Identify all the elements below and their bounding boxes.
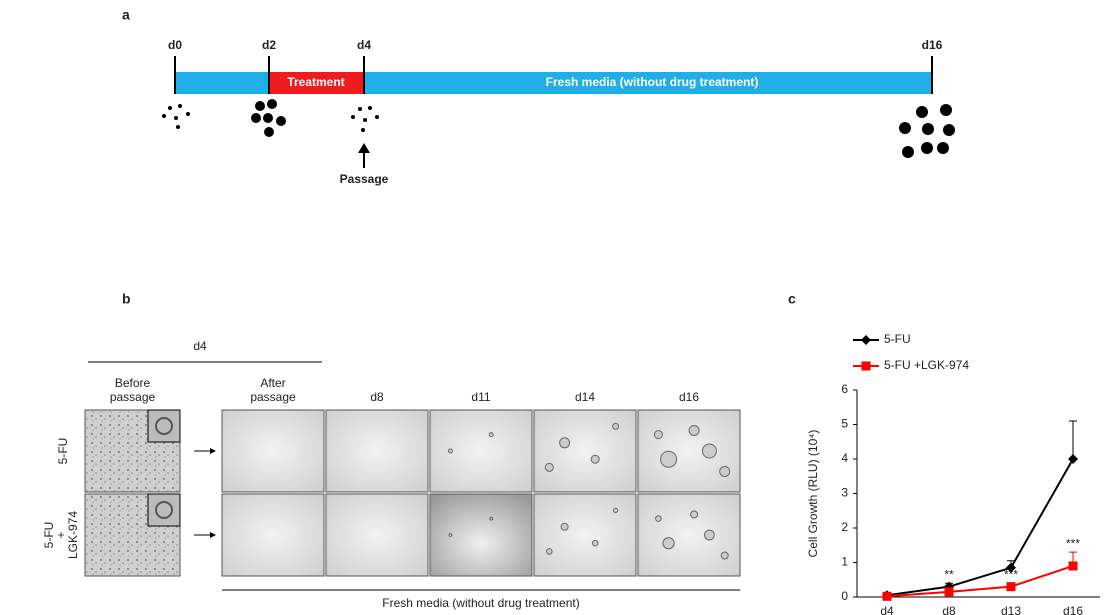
error-bar: [1069, 421, 1077, 459]
marker: [1007, 582, 1016, 591]
arrowhead: [210, 532, 216, 538]
panel-label: c: [788, 291, 796, 307]
colony: [614, 508, 618, 512]
colony: [448, 449, 452, 453]
micrograph: [222, 410, 324, 492]
colony: [591, 455, 599, 463]
colony: [592, 540, 598, 546]
micrograph: [638, 410, 740, 492]
column-header: passage: [110, 390, 156, 404]
colony: [663, 538, 674, 549]
panel-a: a d0 d2 d4 d16 Treatment Fresh media (wi…: [122, 7, 955, 186]
caption: Fresh media (without drug treatment): [382, 596, 579, 610]
micrograph: [534, 494, 636, 576]
colony: [561, 523, 568, 530]
colony: [656, 516, 662, 522]
colony: [702, 444, 716, 458]
day-label: d0: [168, 38, 182, 52]
inset: [148, 494, 180, 526]
colony: [449, 534, 452, 537]
passage-label: Passage: [340, 172, 389, 186]
colony: [613, 423, 619, 429]
colony: [689, 426, 699, 436]
micrograph: [326, 410, 428, 492]
legend-label: 5-FU +LGK-974: [884, 358, 969, 372]
colony: [721, 552, 728, 559]
micrograph: [222, 494, 324, 576]
x-tick-label: d4: [880, 604, 894, 615]
row-label: 5-FU: [56, 438, 70, 465]
day-label: d4: [357, 38, 371, 52]
marker: [883, 592, 892, 601]
micrograph: [326, 494, 428, 576]
column-header: After: [260, 376, 285, 390]
y-tick-label: 2: [841, 520, 848, 534]
colony: [661, 451, 677, 467]
y-tick-label: 6: [841, 382, 848, 396]
arrowhead: [210, 448, 216, 454]
marker: [945, 587, 954, 596]
day-label: d16: [922, 38, 943, 52]
treatment-label: Treatment: [287, 75, 344, 89]
y-tick-label: 3: [841, 486, 848, 500]
marker: [862, 362, 871, 371]
column-header: d16: [679, 390, 699, 404]
column-header: Before: [115, 376, 151, 390]
y-axis-label: Cell Growth (RLU) (10⁴): [806, 430, 820, 558]
column-header: d11: [471, 390, 490, 404]
panel-b: b d4 Fresh media (without drug treatment…: [42, 291, 740, 610]
colony: [560, 438, 570, 448]
x-tick-label: d8: [942, 604, 956, 615]
day-label: d2: [262, 38, 276, 52]
micrograph: [430, 410, 532, 492]
colony: [545, 463, 553, 471]
colony: [490, 517, 493, 520]
passage-arrowhead: [358, 143, 370, 153]
group-label: d4: [193, 339, 207, 353]
column-header: d8: [370, 390, 384, 404]
panel-label: a: [122, 7, 130, 23]
panel-label: b: [122, 291, 131, 307]
colony: [654, 431, 662, 439]
marker: [861, 335, 871, 345]
colony: [547, 549, 553, 555]
colony: [705, 530, 715, 540]
micrograph: [534, 410, 636, 492]
micrograph: [638, 494, 740, 576]
panel-c: c Cell Growth (RLU) (10⁴) 0 1 2 3 4 5 6 d4 d8 d13 d…: [788, 291, 1100, 615]
marker: [1068, 454, 1078, 464]
significance: ***: [1004, 567, 1018, 581]
page: {"panel_a": {"label": "a", "days": ["d0"…: [0, 0, 1110, 615]
figure: a d0 d2 d4 d16 Treatment Fresh media (wi…: [0, 0, 1110, 615]
cell-clusters: [162, 99, 955, 158]
inset: [148, 410, 180, 442]
column-header: d14: [575, 390, 595, 404]
micrograph: [430, 494, 532, 576]
colony: [720, 467, 730, 477]
colony: [489, 433, 493, 437]
column-header: passage: [250, 390, 296, 404]
significance: **: [944, 567, 954, 581]
y-tick-label: 5: [841, 417, 848, 431]
y-tick-label: 1: [841, 555, 848, 569]
marker: [1069, 561, 1078, 570]
row-label: LGK-974: [66, 511, 80, 559]
significance: ***: [1066, 536, 1080, 550]
x-tick-label: d13: [1001, 604, 1021, 615]
y-tick-label: 0: [841, 589, 848, 603]
colony: [691, 511, 698, 518]
y-tick-label: 4: [841, 451, 848, 465]
x-tick-label: d16: [1063, 604, 1083, 615]
legend-label: 5-FU: [884, 332, 911, 346]
fresh-media-label: Fresh media (without drug treatment): [546, 75, 759, 89]
